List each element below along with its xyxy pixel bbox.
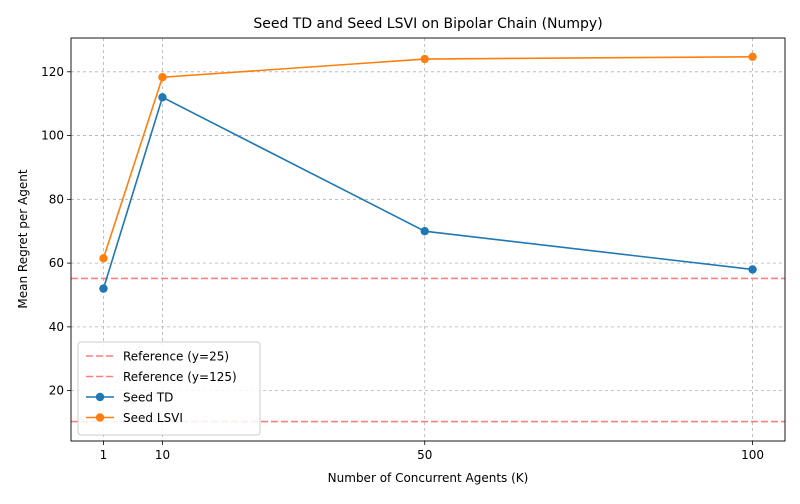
data-point [420,227,429,236]
reference-lines [71,277,785,423]
legend-marker [95,392,105,402]
series-line [102,96,753,289]
x-tick-label: 100 [741,448,764,462]
legend-label: Reference (y=25) [123,350,229,364]
y-tick-label: 20 [49,384,64,398]
y-tick-label: 120 [41,65,64,79]
x-tick-label: 50 [417,448,432,462]
legend-label: Seed LSVI [123,411,183,425]
axes: 1 10 50 100 20 40 60 80 100 120 [41,37,786,462]
series-line [102,56,753,259]
data-point [158,93,167,102]
legend-label: Reference (y=125) [123,370,237,384]
chart-title: Seed TD and Seed LSVI on Bipolar Chain (… [253,16,602,32]
legend-label: Seed TD [123,391,173,405]
data-point [99,254,108,263]
data-point [748,52,757,62]
data-point [748,265,757,274]
data-point [99,284,108,293]
y-axis-label: Mean Regret per Agent [16,169,30,308]
y-tick-label: 60 [49,256,64,270]
legend-marker [95,413,105,422]
data-point [158,73,167,82]
x-tick-label: 10 [155,448,170,462]
x-tick-label: 1 [100,448,108,462]
grid-lines [71,38,785,441]
series-lines [99,52,757,293]
plot-frame [70,37,786,442]
x-axis-label: Number of Concurrent Agents (K) [328,471,529,485]
data-point [420,54,429,64]
legend-box [77,341,261,436]
y-tick-label: 80 [49,192,64,206]
y-tick-label: 40 [49,320,64,334]
legend: Reference (y=25) Reference (y=125) Seed TD… [77,341,261,436]
y-tick-label: 100 [41,129,64,143]
